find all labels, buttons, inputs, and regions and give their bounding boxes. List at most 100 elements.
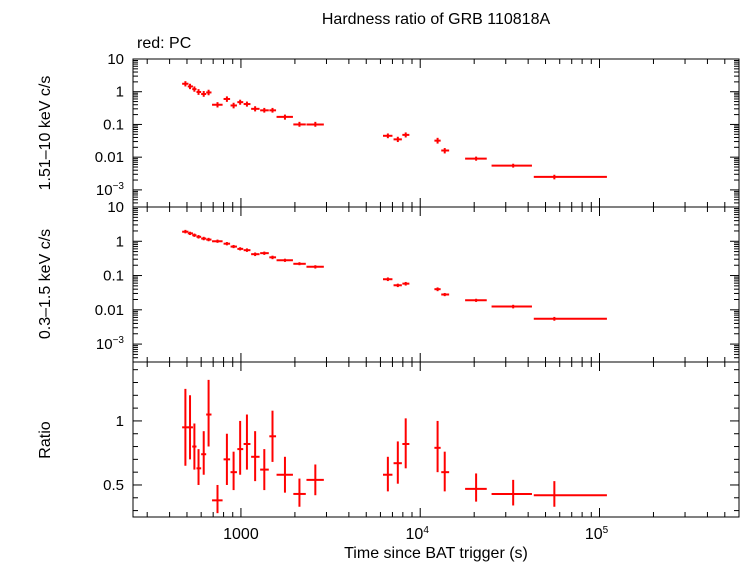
data-point bbox=[201, 431, 207, 475]
data-point bbox=[243, 101, 251, 107]
data-point bbox=[187, 395, 193, 460]
data-point bbox=[201, 91, 207, 97]
data-point bbox=[182, 229, 189, 234]
y-tick-label: 10−3 bbox=[96, 335, 125, 353]
data-point bbox=[533, 174, 607, 180]
data-point bbox=[293, 121, 306, 127]
data-point bbox=[230, 451, 237, 491]
data-point bbox=[237, 99, 244, 105]
data-point bbox=[192, 86, 197, 92]
data-point bbox=[251, 106, 260, 112]
data-point bbox=[212, 102, 223, 108]
data-point bbox=[223, 96, 231, 102]
data-point bbox=[491, 163, 532, 168]
y-axis-label: Ratio bbox=[37, 421, 54, 458]
y-tick-label: 1 bbox=[116, 413, 124, 430]
data-point bbox=[223, 242, 231, 246]
data-point bbox=[237, 247, 244, 251]
y-tick-label: 10 bbox=[107, 199, 124, 216]
panel-ratio: 1 0.5 Ratio bbox=[37, 361, 740, 518]
data-point bbox=[237, 420, 244, 475]
y-tick-label: 0.01 bbox=[95, 302, 124, 319]
data-point bbox=[306, 265, 324, 269]
panel-frame bbox=[132, 361, 740, 518]
y-tick-label: 0.1 bbox=[103, 116, 124, 133]
data-point bbox=[260, 449, 269, 491]
data-point bbox=[251, 252, 260, 257]
data-point bbox=[441, 451, 450, 492]
data-point bbox=[491, 304, 532, 309]
chart-subtitle: red: PC bbox=[137, 35, 191, 52]
data-point bbox=[465, 156, 487, 161]
panel-frame bbox=[132, 58, 740, 208]
data-point bbox=[441, 148, 450, 154]
data-point bbox=[382, 133, 393, 139]
data-point bbox=[187, 83, 193, 90]
data-point bbox=[393, 441, 402, 484]
y-axis-label: 1.51–10 keV c/s bbox=[37, 76, 54, 191]
data-point bbox=[491, 479, 532, 506]
data-point bbox=[533, 481, 607, 507]
data-point bbox=[206, 89, 212, 96]
data-point bbox=[269, 410, 277, 462]
data-point bbox=[382, 456, 393, 492]
data-point bbox=[269, 107, 277, 113]
y-tick-label: 10 bbox=[107, 51, 124, 68]
data-point bbox=[243, 248, 251, 252]
data-point bbox=[182, 81, 189, 87]
data-point bbox=[533, 316, 607, 321]
y-tick-label: 0.5 bbox=[103, 477, 124, 494]
y-tick-label: 0.01 bbox=[95, 149, 124, 166]
data-point bbox=[223, 433, 231, 485]
data-point bbox=[206, 379, 212, 447]
data-point bbox=[402, 418, 410, 469]
data-point bbox=[230, 244, 237, 249]
data-point bbox=[402, 281, 410, 286]
data-point bbox=[269, 255, 277, 260]
data-point bbox=[293, 478, 306, 507]
data-point bbox=[276, 114, 293, 120]
data-point bbox=[276, 258, 293, 262]
data-point bbox=[192, 423, 197, 470]
data-point bbox=[196, 89, 202, 95]
data-point bbox=[196, 235, 202, 239]
data-point bbox=[251, 431, 260, 482]
data-point bbox=[465, 298, 487, 302]
y-tick-label: 0.1 bbox=[103, 268, 124, 285]
data-point bbox=[196, 449, 202, 485]
x-tick-label: 1000 bbox=[223, 526, 259, 543]
chart-title: Hardness ratio of GRB 110818A bbox=[322, 11, 551, 28]
x-tick-label: 105 bbox=[585, 525, 609, 543]
panel-hard-band: 10 1 0.1 0.01 10−3 1.51–10 keV c/s bbox=[37, 51, 740, 208]
y-tick-label: 1 bbox=[116, 233, 124, 250]
data-point bbox=[293, 262, 306, 266]
data-point bbox=[243, 414, 251, 470]
data-point bbox=[434, 420, 441, 473]
y-tick-label: 10−3 bbox=[96, 181, 125, 199]
data-point bbox=[260, 107, 269, 113]
data-point bbox=[206, 237, 212, 242]
data-point bbox=[182, 388, 189, 466]
data-point bbox=[434, 137, 441, 144]
panel-frame bbox=[132, 206, 740, 363]
panel-soft-band: 10 1 0.1 0.01 10−3 0.3–1.5 keV c/s bbox=[37, 199, 740, 363]
x-tick-label: 104 bbox=[406, 525, 430, 543]
data-point bbox=[260, 251, 269, 255]
data-point bbox=[306, 464, 324, 496]
y-tick-label: 1 bbox=[116, 84, 124, 101]
data-point bbox=[212, 239, 223, 243]
data-point bbox=[192, 233, 197, 237]
data-point bbox=[402, 132, 410, 138]
data-point bbox=[382, 277, 393, 282]
data-point bbox=[187, 231, 193, 236]
data-point bbox=[441, 292, 450, 297]
data-point bbox=[465, 473, 487, 502]
x-axis-label: Time since BAT trigger (s) bbox=[344, 545, 528, 562]
data-point bbox=[201, 236, 207, 241]
data-point bbox=[393, 136, 402, 143]
data-point bbox=[434, 287, 441, 292]
y-axis-label: 0.3–1.5 keV c/s bbox=[37, 229, 54, 339]
data-point bbox=[276, 456, 293, 493]
